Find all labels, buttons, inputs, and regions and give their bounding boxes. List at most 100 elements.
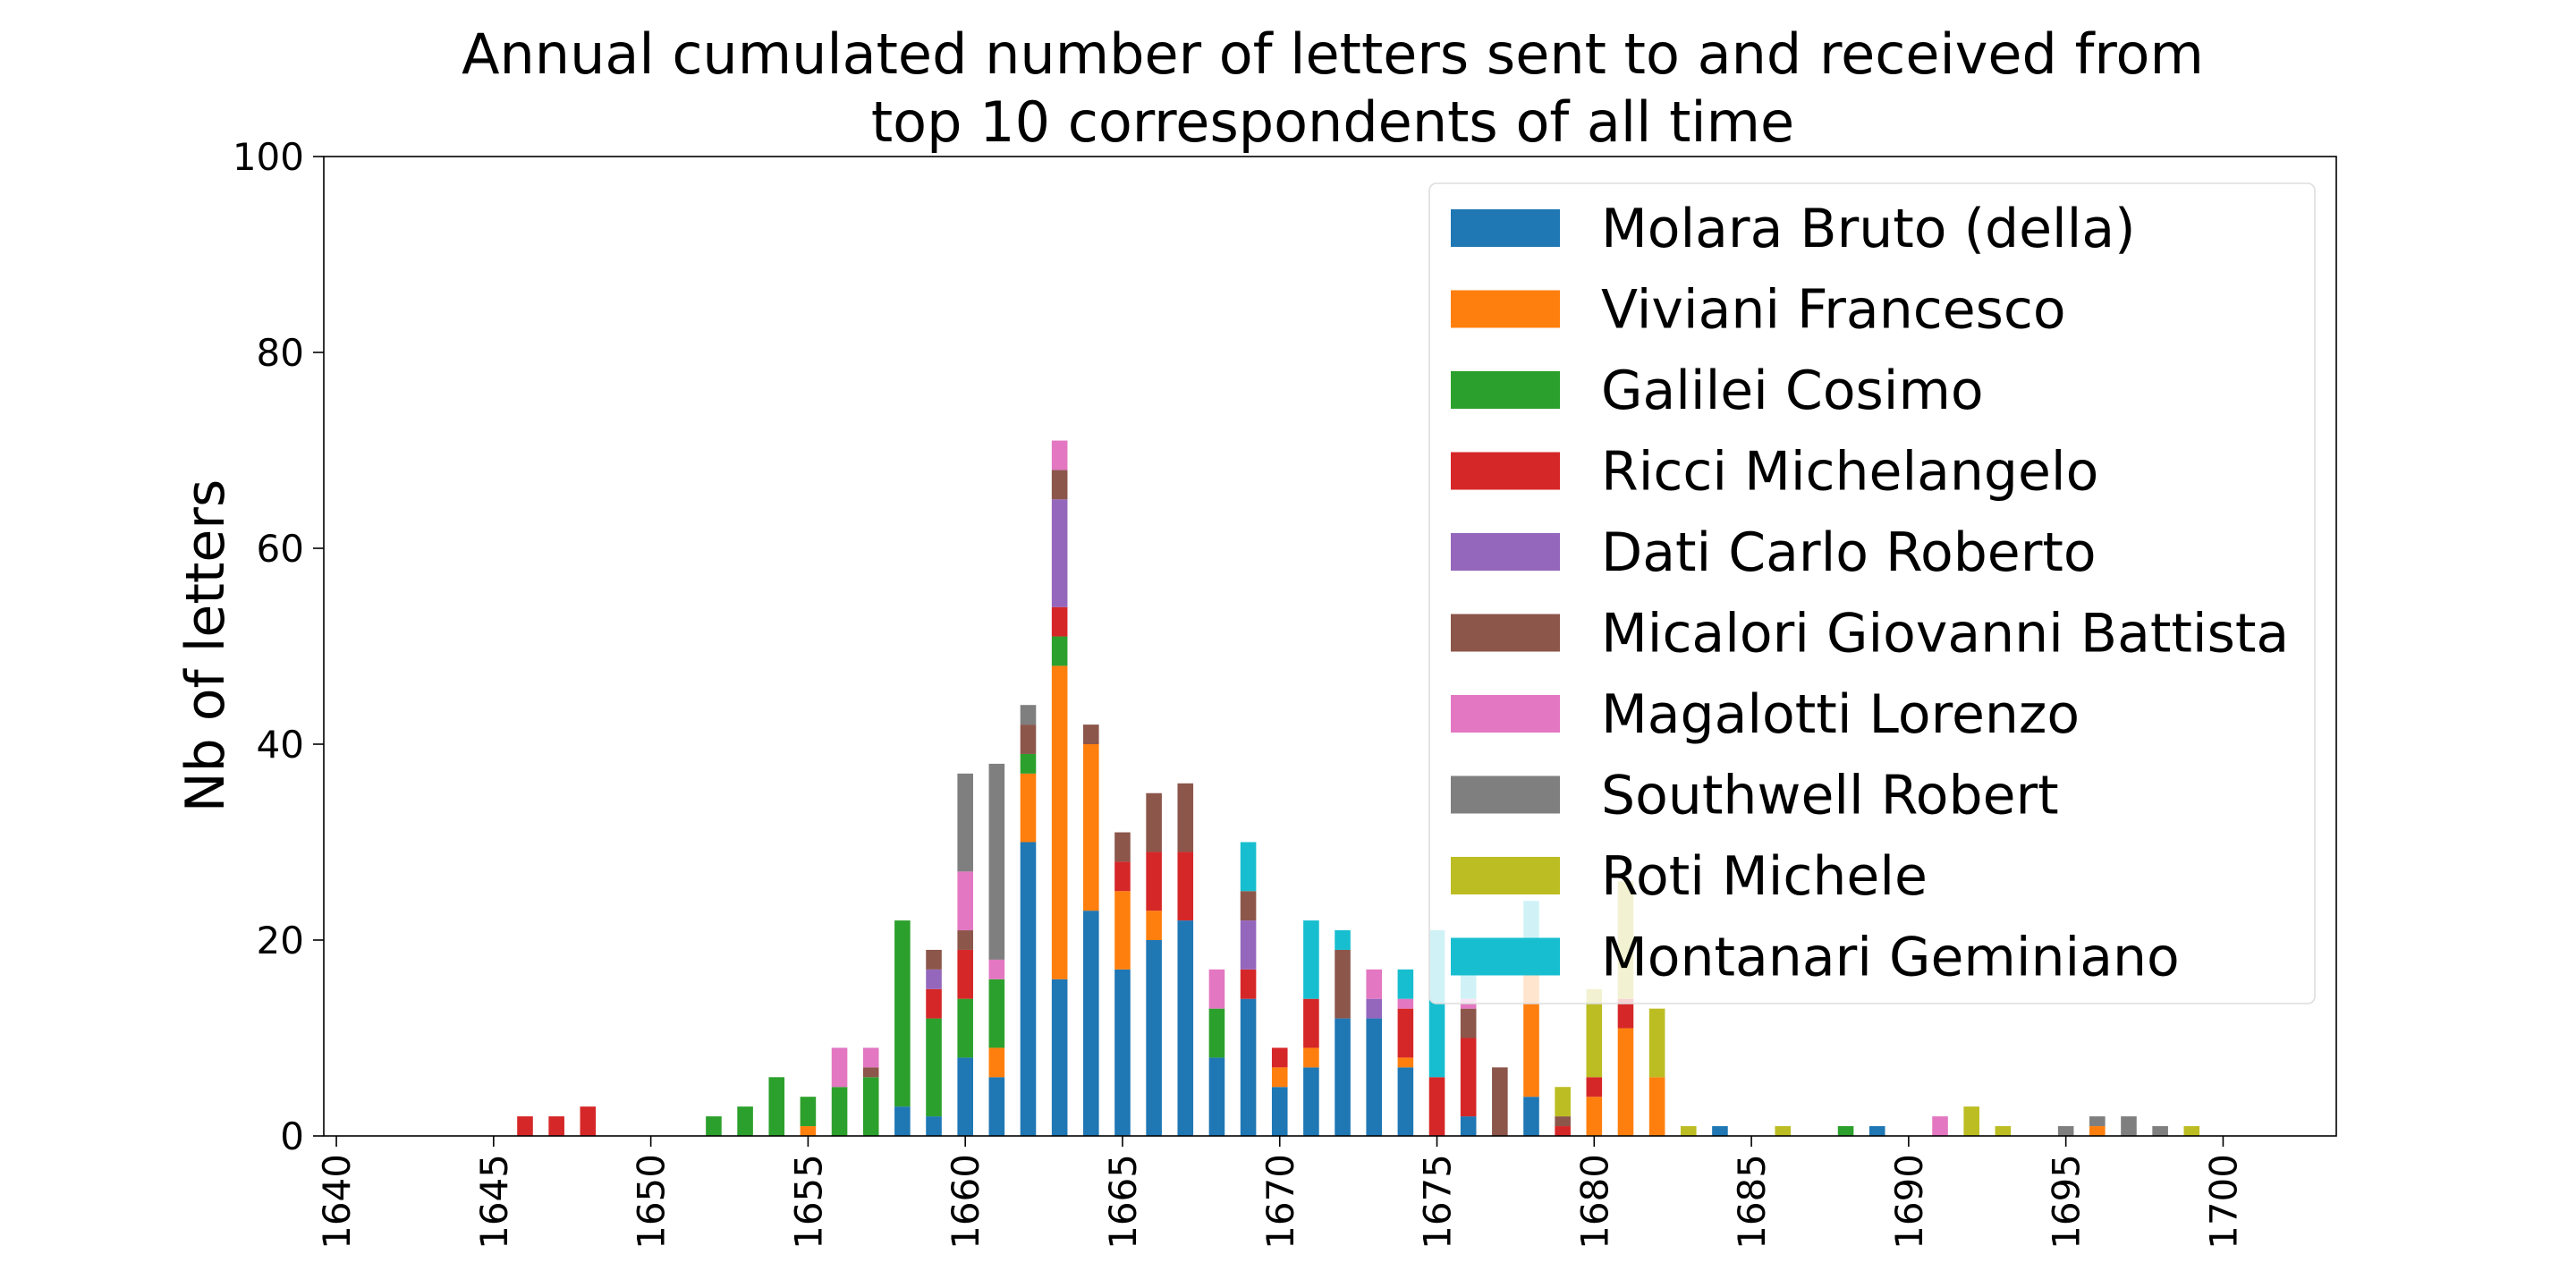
plot-frame [323,156,2337,1137]
bar-1673-series-4 [1366,998,1383,1019]
bar-1660-series-2 [957,998,973,1058]
y-tick-label: 40 [257,723,304,767]
bar-1674-series-9 [1397,969,1414,999]
bar-1683-series-8 [1680,1126,1697,1136]
bar-1673-series-6 [1366,969,1383,999]
bar-1674-series-1 [1397,1057,1414,1068]
bar-1656-series-2 [831,1087,848,1136]
bar-1670-series-3 [1271,1047,1288,1068]
bar-1674-series-0 [1397,1067,1414,1136]
bar-1677-series-5 [1492,1067,1508,1136]
legend-swatch [1451,775,1560,814]
bar-1666-series-0 [1146,940,1162,1136]
bar-1662-series-0 [1020,842,1037,1136]
legend-label: Montanari Geminiano [1601,927,2180,989]
bar-1658-series-0 [894,1106,911,1136]
x-tick-label: 1660 [944,1154,987,1250]
x-tick-label: 1665 [1101,1154,1145,1250]
bar-1659-series-3 [926,988,942,1019]
bar-1672-series-5 [1335,949,1351,1019]
bar-1670-series-1 [1271,1067,1288,1088]
bar-1662-series-2 [1020,753,1037,774]
bar-1666-series-3 [1146,852,1162,911]
bar-1660-series-7 [957,773,973,872]
bar-1666-series-1 [1146,911,1162,940]
bar-1684-series-0 [1712,1126,1728,1136]
bar-1657-series-6 [862,1047,879,1068]
bar-1665-series-3 [1114,861,1131,892]
x-tick-label: 1650 [630,1154,674,1250]
bar-1667-series-5 [1177,783,1194,852]
bar-1681-series-3 [1617,998,1634,1029]
bar-1693-series-8 [1995,1126,2012,1136]
bar-1662-series-5 [1020,724,1037,754]
bar-1654-series-2 [768,1077,785,1136]
bar-1657-series-2 [862,1077,879,1136]
bar-1666-series-5 [1146,792,1162,852]
bar-1660-series-3 [957,949,973,999]
bar-1665-series-5 [1114,832,1131,862]
legend-swatch [1451,290,1560,328]
bar-1668-series-2 [1208,1008,1225,1058]
legend-label: Magalotti Lorenzo [1601,683,2080,746]
legend-swatch [1451,857,1560,894]
bar-1663-series-0 [1051,979,1068,1136]
bar-1676-series-0 [1460,1116,1477,1136]
bar-1671-series-3 [1303,998,1319,1048]
x-tick-label: 1690 [1887,1154,1931,1250]
bar-1679-series-3 [1555,1126,1571,1136]
bar-1696-series-1 [2089,1126,2106,1136]
legend-swatch [1451,614,1560,652]
chart-title-line-1: Annual cumulated number of letters sent … [462,21,2204,87]
bar-1659-series-0 [926,1116,942,1136]
legend: Molara Bruto (della) Viviani Francesco Gal… [1428,182,2316,1004]
x-tick-label: 1655 [786,1154,830,1250]
bar-1646-series-3 [517,1116,533,1136]
ticks-group: 1640 1645 1650 1655 1660 1665 1670 1675 1680 1685… [233,135,2246,1250]
bar-1661-series-7 [988,763,1005,960]
bar-1668-series-0 [1208,1057,1225,1136]
bar-1659-series-2 [926,1018,942,1117]
bar-1661-series-1 [988,1047,1005,1078]
bar-1674-series-3 [1397,1008,1414,1058]
legend-label: Galilei Cosimo [1601,360,1984,422]
bar-1669-series-4 [1240,920,1257,970]
bar-1680-series-3 [1586,1077,1603,1097]
bar-1695-series-7 [2057,1126,2074,1136]
bar-1668-series-6 [1208,969,1225,1009]
legend-swatch [1451,452,1560,490]
legend-swatch [1451,695,1560,733]
bar-1682-series-1 [1648,1077,1665,1136]
bar-1679-series-5 [1555,1116,1571,1127]
y-tick-label: 100 [233,135,304,179]
bar-1669-series-3 [1240,969,1257,999]
bar-1661-series-2 [988,979,1005,1048]
bar-1657-series-5 [862,1067,879,1078]
bar-1662-series-7 [1020,705,1037,725]
bar-1672-series-9 [1335,930,1351,950]
bar-1659-series-5 [926,949,942,970]
bar-1664-series-1 [1083,744,1099,911]
bar-1675-series-3 [1428,1077,1445,1136]
bar-1648-series-3 [580,1106,597,1136]
bar-1661-series-6 [988,959,1005,979]
bar-1663-series-4 [1051,499,1068,607]
bar-1663-series-3 [1051,606,1068,637]
bar-1673-series-0 [1366,1018,1383,1136]
bar-1671-series-1 [1303,1047,1319,1068]
bar-1669-series-5 [1240,891,1257,921]
bar-1667-series-0 [1177,920,1194,1136]
bar-1674-series-6 [1397,998,1414,1009]
bar-1681-series-1 [1617,1028,1634,1136]
bar-1676-series-3 [1460,1038,1477,1117]
bar-1680-series-8 [1586,988,1603,1078]
bar-1686-series-8 [1775,1126,1792,1136]
bar-1691-series-6 [1932,1116,1948,1136]
bar-1678-series-0 [1523,1097,1539,1136]
y-tick-label: 20 [257,919,304,962]
bar-1698-series-7 [2152,1126,2168,1136]
bar-1663-series-2 [1051,636,1068,666]
bar-1661-series-0 [988,1077,1005,1136]
bar-1680-series-1 [1586,1097,1603,1136]
bar-1692-series-8 [1963,1106,1979,1136]
